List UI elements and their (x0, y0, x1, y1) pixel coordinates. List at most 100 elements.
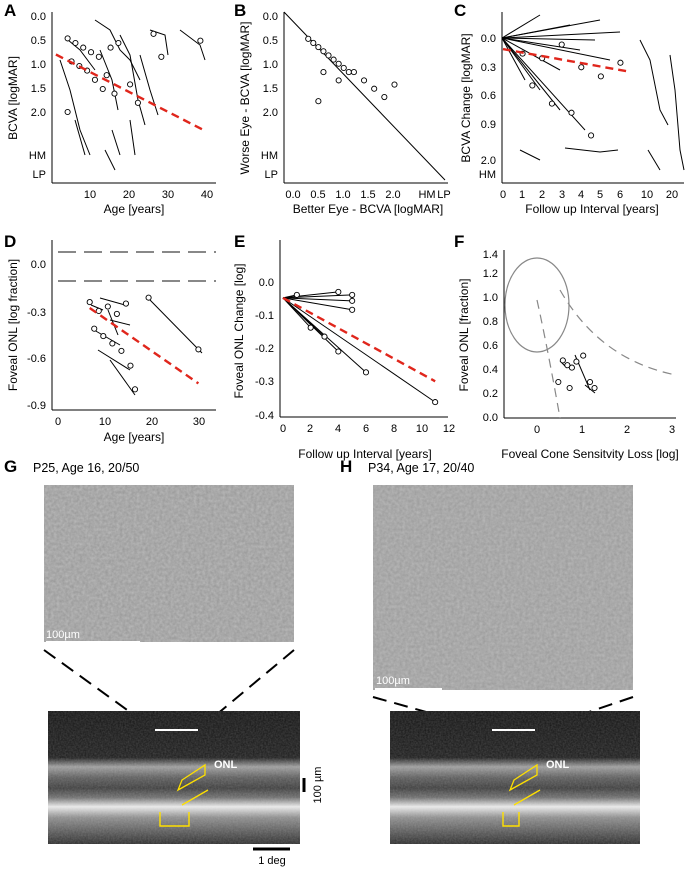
d-ytick-0: 0.0 (31, 259, 46, 271)
a-ytick-lp: LP (33, 169, 46, 181)
a-xtick-3: 40 (201, 189, 213, 201)
panel-f-data-point (555, 378, 562, 386)
a-xtick-0: 10 (84, 189, 96, 201)
panel-b-data-point (315, 98, 322, 105)
panel-b-data-point (360, 77, 368, 84)
a-xtick-2: 30 (162, 189, 174, 201)
panel-b-data-point (320, 69, 327, 76)
panel-a: A 0.0 0.5 1.0 1.5 2.0 HM LP 10 20 30 40 … (4, 1, 216, 216)
panel-b-data-point (310, 39, 317, 47)
panel-b-xticks: 0.0 0.5 1.0 1.5 2.0 HM LP (285, 189, 450, 201)
panel-h-onl-label: ONL (546, 759, 570, 771)
panel-a-data-point (87, 49, 95, 56)
e-ytick-4: -0.4 (255, 410, 274, 422)
b-xtick-hm: HM (418, 189, 435, 201)
panel-c-data-point (548, 100, 555, 107)
panel-h-caption: P34, Age 17, 20/40 (368, 461, 474, 475)
panel-a-data-point (103, 72, 110, 79)
e-xtick-1: 2 (307, 423, 313, 435)
c-ytick-1: 0.3 (481, 62, 496, 74)
panel-d-ylabel: Foveal ONL [log fraction] (6, 259, 20, 391)
panel-b-data-point (335, 60, 342, 67)
panel-a-data-point (150, 30, 157, 37)
panel-d-data-point (145, 294, 152, 301)
panel-b: B 0.0 0.5 1.0 1.5 2.0 HM LP 0.0 0.5 1.0 … (234, 1, 451, 216)
f-ytick-3: 0.6 (483, 340, 498, 352)
panel-f-data-point (559, 357, 566, 364)
a-ytick-3: 1.5 (31, 83, 46, 95)
panel-a-data-point (80, 44, 87, 51)
panel-d-yticks: 0.0 -0.3 -0.6 -0.9 (27, 259, 46, 412)
f-ytick-1: 0.2 (483, 388, 498, 400)
panel-a-points (64, 30, 204, 116)
c-xtick-3: 3 (559, 189, 565, 201)
panel-a-xticks: 10 20 30 40 (84, 189, 213, 201)
f-ytick-0: 0.0 (483, 412, 498, 424)
panel-f-yticks: 0.0 0.2 0.4 0.6 0.8 1.0 1.2 1.4 (483, 249, 498, 424)
panel-b-data-point (381, 93, 388, 101)
panel-f-upper-bound-curve (559, 289, 677, 376)
panel-d-data-point (131, 386, 139, 393)
panel-g: G P25, Age 16, 20/50 (4, 457, 324, 867)
panel-c-data-point (578, 64, 585, 71)
panel-c-ylabel: BCVA Change [logMAR] (459, 33, 473, 162)
panel-e-series-line (282, 297, 436, 403)
panel-c-data-point (588, 132, 595, 139)
panel-d-data-point (86, 299, 93, 306)
c-ytick-2: 0.6 (481, 90, 496, 102)
panel-f-points (555, 352, 598, 392)
panel-f-normal-ellipse (504, 257, 570, 353)
panel-e-xlabel: Follow up Interval [years] (298, 447, 431, 461)
panel-d-data-point (104, 303, 111, 310)
panel-e-data-point (432, 399, 439, 406)
b-ytick-1: 0.5 (263, 35, 278, 47)
panel-a-data-point (115, 39, 122, 47)
panel-e-xticks: 0 2 4 6 8 10 12 (280, 423, 455, 435)
c-xtick-4: 4 (578, 189, 584, 201)
c-ytick-3: 0.9 (481, 119, 496, 131)
panel-f-lower-bound-curve (536, 299, 561, 419)
panel-e-data-point (349, 297, 356, 304)
c-xtick-7: 10 (641, 189, 653, 201)
panel-e-data-point (362, 369, 370, 376)
panel-b-ylabel: Worse Eye - BCVA [logMAR] (238, 22, 252, 175)
panel-h-onl-arrow (508, 763, 538, 792)
b-ytick-3: 1.5 (263, 83, 278, 95)
panel-d-data-point (118, 347, 125, 354)
d-xtick-0: 0 (55, 416, 61, 428)
e-xtick-5: 10 (416, 423, 428, 435)
panel-e-data-point (321, 333, 328, 340)
panel-e-lines (282, 291, 436, 403)
c-ytick-hm: HM (479, 169, 496, 181)
d-ytick-3: -0.9 (27, 400, 46, 412)
panel-b-data-point (330, 56, 337, 63)
c-xtick-1: 1 (519, 189, 525, 201)
panel-a-yticks: 0.0 0.5 1.0 1.5 2.0 HM LP (29, 11, 46, 181)
f-xtick-1: 1 (579, 424, 585, 436)
panel-f-data-point (568, 364, 575, 371)
panel-g-caption: P25, Age 16, 20/50 (33, 461, 139, 475)
panel-g-horizontal-scale-label: 1 deg (258, 855, 286, 867)
b-xtick-0: 0.0 (285, 189, 300, 201)
panel-a-data-point (134, 99, 141, 106)
panel-a-data-point (158, 53, 165, 60)
panel-d-data-point (113, 310, 120, 317)
panel-a-data-point (91, 76, 99, 83)
panel-e-data-point (335, 348, 342, 355)
panel-e-data-point (307, 324, 314, 331)
a-ytick-2: 1.0 (31, 59, 46, 71)
e-ytick-2: -0.2 (255, 343, 274, 355)
panel-a-lines (59, 19, 206, 171)
panel-d-data-point (91, 325, 98, 332)
e-xtick-6: 12 (443, 423, 455, 435)
panel-b-data-point (371, 85, 378, 92)
d-ytick-2: -0.6 (27, 353, 46, 365)
panel-d-data-point (127, 362, 134, 369)
panel-e-yticks: 0.0 -0.1 -0.2 -0.3 -0.4 (255, 277, 274, 422)
panel-d-data-point (95, 307, 102, 315)
panel-f-data-point (566, 384, 573, 392)
panel-f-data-point (564, 362, 571, 369)
panel-g-scale-label: 100µm (46, 629, 80, 641)
d-ytick-1: -0.3 (27, 307, 46, 319)
panel-a-data-point (107, 44, 114, 51)
